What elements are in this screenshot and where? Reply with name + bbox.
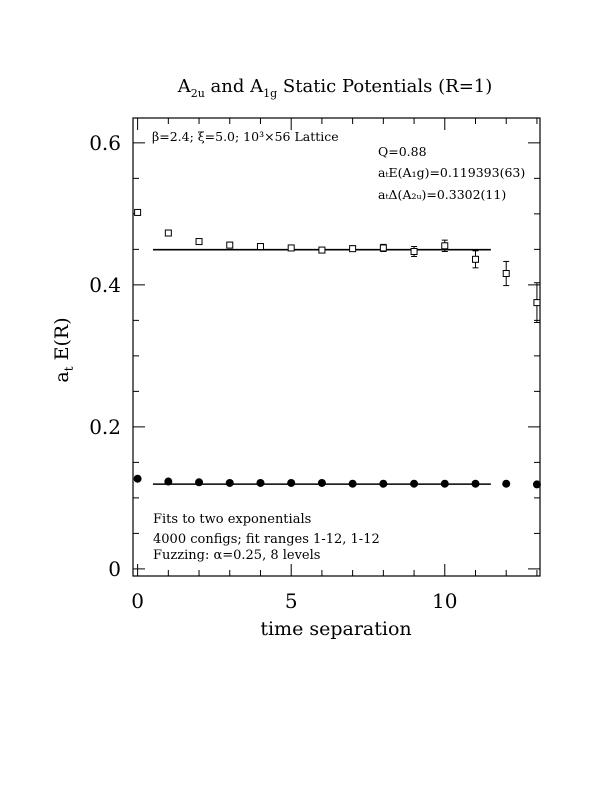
y-tick-label: 0.2	[89, 415, 121, 439]
y-axis-label: at E(R)	[51, 317, 76, 382]
data-point-square	[226, 241, 234, 249]
data-point-circle	[256, 478, 265, 487]
x-tick-label: 0	[131, 589, 144, 613]
data-point-square	[441, 242, 449, 250]
axis-tick-labels: 0 5 10 0 0.2 0.4 0.6	[89, 131, 457, 613]
y-tick-label: 0	[108, 557, 121, 581]
x-tick-label: 10	[432, 589, 457, 613]
data-point-square	[349, 245, 357, 253]
plot-frame	[132, 117, 541, 577]
annotation-fuzzing: Fuzzing: α=0.25, 8 levels	[153, 548, 320, 563]
data-point-square	[287, 244, 295, 252]
data-point-circle	[410, 479, 419, 488]
data-point-circle	[195, 478, 204, 487]
data-point-circle	[164, 477, 173, 486]
data-point-square	[471, 255, 479, 263]
data-point-circle	[287, 478, 296, 487]
y-tick-label: 0.4	[89, 273, 121, 297]
x-axis-label: time separation	[260, 618, 411, 640]
axis-ticks	[133, 118, 540, 576]
data-point-circle	[471, 479, 480, 488]
annotation-configs: 4000 configs; fit ranges 1-12, 1-12	[153, 532, 380, 547]
data-points	[133, 208, 541, 489]
data-point-circle	[317, 478, 326, 487]
data-point-circle	[225, 478, 234, 487]
data-point-square	[164, 229, 172, 237]
data-point-square	[410, 247, 418, 255]
annotation-fits: Fits to two exponentials	[153, 512, 311, 527]
x-tick-label: 5	[285, 589, 298, 613]
y-tick-label: 0.6	[89, 131, 121, 155]
data-point-square	[134, 208, 142, 216]
chart-title: A2u and A1g Static Potentials (R=1)	[177, 76, 493, 100]
annotation-e-a1g: aₜE(A₁g)=0.119393(63)	[378, 165, 525, 180]
data-point-square	[533, 299, 541, 307]
annotation-lattice: β=2.4; ξ=5.0; 10³×56 Lattice	[152, 129, 339, 144]
data-point-square	[256, 243, 264, 251]
data-point-circle	[348, 479, 357, 488]
data-point-circle	[133, 474, 142, 483]
data-point-square	[195, 238, 203, 246]
data-point-square	[318, 246, 326, 254]
data-point-circle	[502, 479, 511, 488]
annotation-delta-a2u: aₜΔ(A₂ᵤ)=0.3302(11)	[378, 187, 506, 202]
data-point-square	[502, 270, 510, 278]
data-point-circle	[379, 479, 388, 488]
data-point-circle	[440, 479, 449, 488]
data-point-circle	[532, 480, 541, 489]
fit-lines	[152, 248, 491, 485]
annotation-q: Q=0.88	[378, 144, 427, 159]
data-point-square	[379, 244, 387, 252]
